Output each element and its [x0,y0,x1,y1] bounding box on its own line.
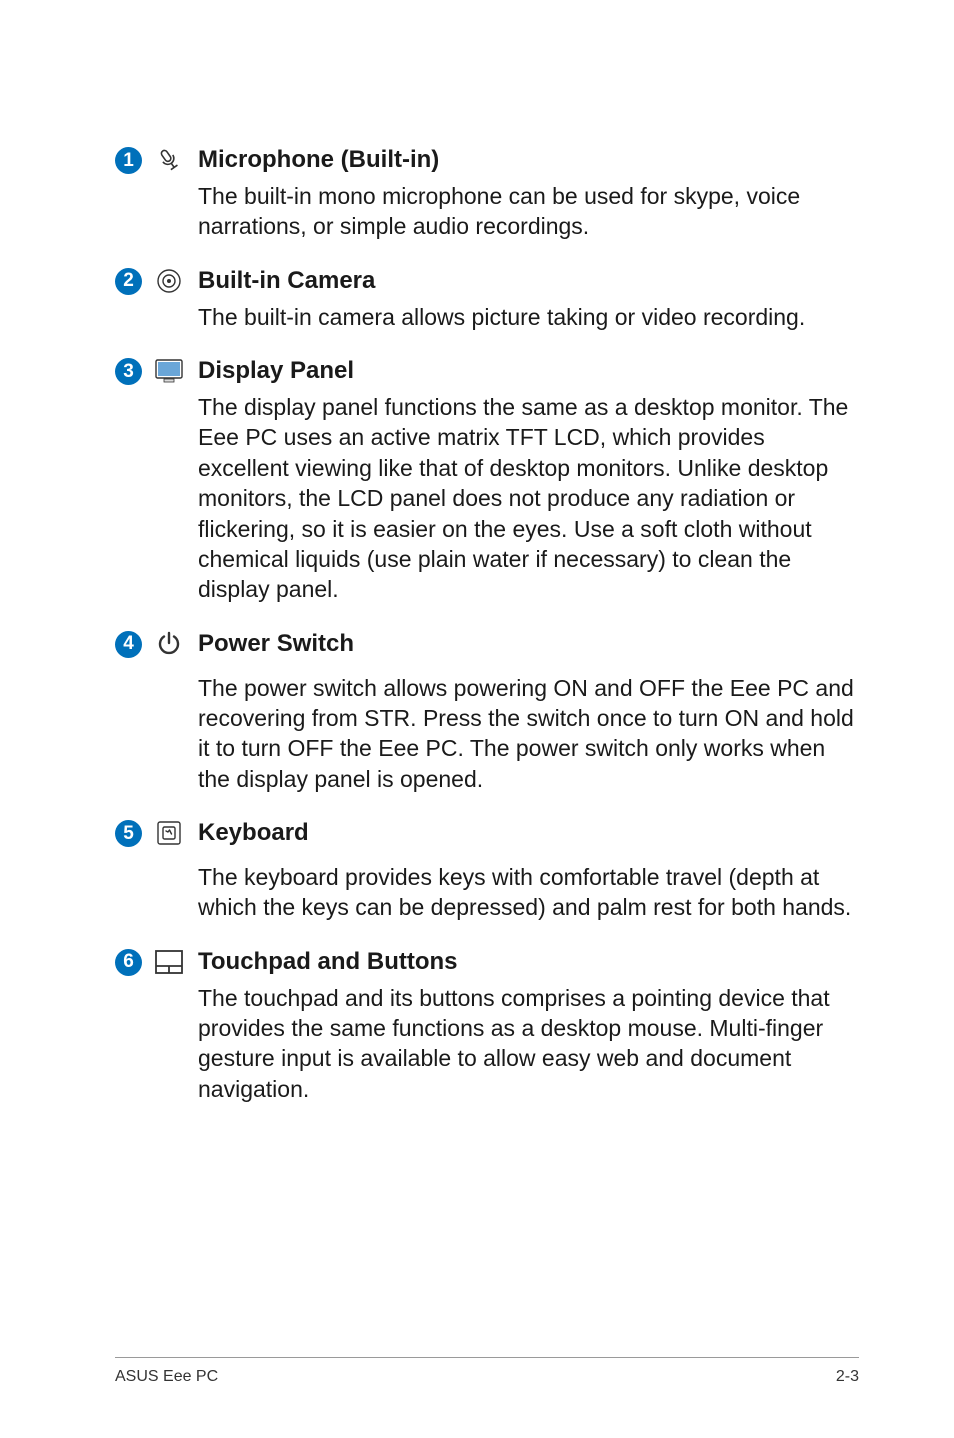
number-badge: 4 [115,631,142,658]
item-text: Power Switch The power switch allows powe… [198,629,859,794]
number-badge: 6 [115,949,142,976]
item-title: Touchpad and Buttons [198,947,859,977]
power-icon [154,629,184,659]
item-title: Keyboard [198,818,859,848]
list-item: 1 Microphone (Built-in) The built-in mono… [115,145,859,242]
footer-right: 2-3 [836,1368,859,1386]
touchpad-icon [155,950,183,974]
list-item: 6 Touchpad and Buttons The touchpad and i… [115,947,859,1104]
list-item: 5 Keyboard The keyboard provides keys wit… [115,818,859,923]
number-badge: 5 [115,820,142,847]
item-text: Display Panel The display panel functions… [198,356,859,605]
camera-icon [154,266,184,296]
item-text: Microphone (Built-in) The built-in mono m… [198,145,859,242]
item-title: Built-in Camera [198,266,859,296]
list-item: 4 Power Switch The power switch allows po… [115,629,859,794]
microphone-icon [158,147,180,173]
microphone-icon [154,145,184,175]
keyboard-icon [154,818,184,848]
list-item: 2 Built-in Camera The built-in camera all… [115,266,859,332]
item-description: The built-in mono microphone can be used… [198,181,859,242]
item-description: The keyboard provides keys with comforta… [198,862,859,923]
page-footer: ASUS Eee PC 2-3 [115,1357,859,1438]
display-icon [154,356,184,386]
footer-left: ASUS Eee PC [115,1368,218,1386]
display-icon [155,359,183,383]
number-badge: 1 [115,147,142,174]
number-badge: 3 [115,358,142,385]
item-title: Display Panel [198,356,859,386]
list-item: 3 Display Panel The display panel functio… [115,356,859,605]
item-title: Power Switch [198,629,859,659]
power-icon [156,631,182,657]
item-text: Keyboard The keyboard provides keys with … [198,818,859,923]
item-description: The display panel functions the same as … [198,392,859,605]
camera-icon [156,268,182,294]
item-description: The touchpad and its buttons comprises a… [198,983,859,1104]
keyboard-icon [156,820,182,846]
item-text: Touchpad and Buttons The touchpad and its… [198,947,859,1104]
item-description: The built-in camera allows picture takin… [198,302,859,332]
content-list: 1 Microphone (Built-in) The built-in mono… [115,145,859,1357]
touchpad-icon [154,947,184,977]
number-badge: 2 [115,268,142,295]
item-title: Microphone (Built-in) [198,145,859,175]
item-description: The power switch allows powering ON and … [198,673,859,794]
item-text: Built-in Camera The built-in camera allow… [198,266,859,332]
page: 1 Microphone (Built-in) The built-in mono… [0,0,954,1438]
